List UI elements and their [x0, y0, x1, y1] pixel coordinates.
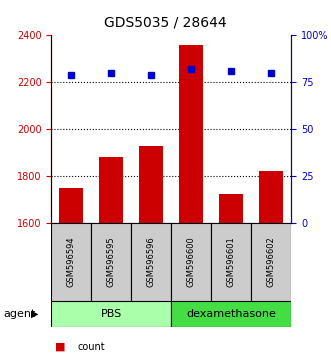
- Text: GSM596596: GSM596596: [147, 236, 156, 287]
- Bar: [131, 223, 171, 301]
- Bar: [171, 301, 291, 327]
- Text: GSM596602: GSM596602: [267, 236, 276, 287]
- Text: dexamethasone: dexamethasone: [186, 309, 276, 319]
- Bar: [91, 223, 131, 301]
- Text: GSM596594: GSM596594: [67, 236, 76, 287]
- Bar: [259, 171, 283, 223]
- Bar: [51, 301, 171, 327]
- Text: GSM596600: GSM596600: [187, 236, 196, 287]
- Bar: [211, 223, 251, 301]
- Bar: [51, 223, 91, 301]
- Text: PBS: PBS: [101, 309, 122, 319]
- Text: GDS5035 / 28644: GDS5035 / 28644: [104, 16, 227, 30]
- Bar: [139, 145, 163, 223]
- Text: GSM596595: GSM596595: [107, 236, 116, 287]
- Bar: [219, 194, 243, 223]
- Text: GSM596601: GSM596601: [227, 236, 236, 287]
- Bar: [171, 223, 211, 301]
- Bar: [179, 45, 203, 223]
- Text: ■: ■: [55, 342, 65, 352]
- Text: agent: agent: [3, 309, 36, 319]
- Text: count: count: [78, 342, 105, 352]
- Bar: [99, 157, 123, 223]
- Bar: [251, 223, 291, 301]
- Bar: [59, 188, 83, 223]
- Text: ▶: ▶: [31, 309, 39, 319]
